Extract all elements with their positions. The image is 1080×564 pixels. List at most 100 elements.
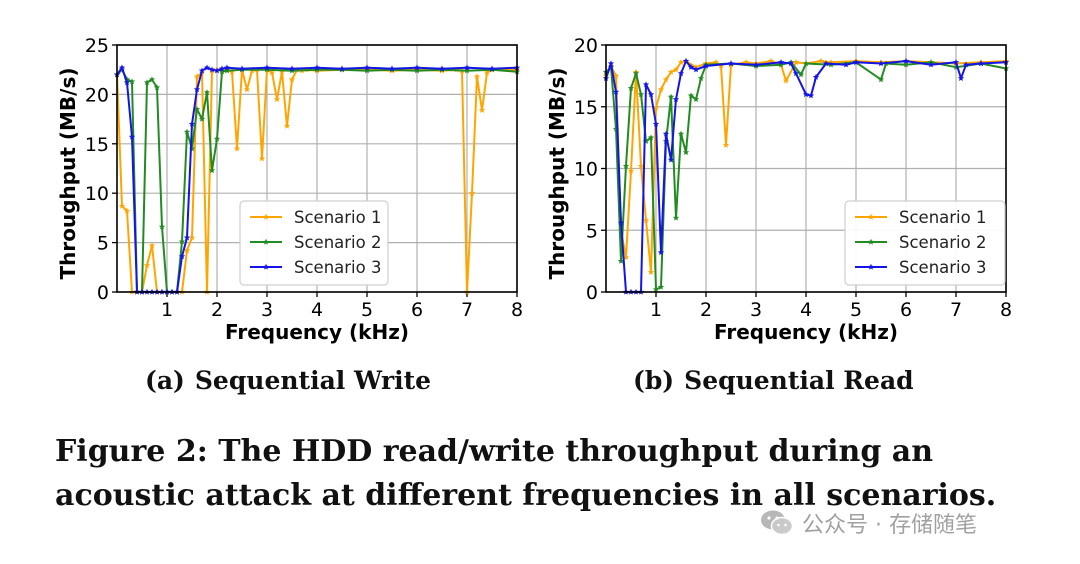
legend-marker bbox=[262, 263, 270, 270]
data-point bbox=[677, 58, 685, 65]
data-point bbox=[902, 61, 910, 68]
data-point bbox=[977, 60, 985, 67]
data-point bbox=[388, 65, 396, 72]
data-point bbox=[802, 60, 810, 67]
x-tick-label: 2 bbox=[700, 299, 712, 321]
data-point bbox=[612, 88, 620, 95]
data-point bbox=[118, 202, 126, 209]
legend-box bbox=[239, 200, 389, 286]
data-point bbox=[787, 60, 795, 67]
data-point bbox=[632, 70, 640, 77]
data-point bbox=[478, 106, 486, 113]
x-tick-label: 4 bbox=[311, 299, 323, 321]
data-point bbox=[203, 89, 211, 96]
data-point bbox=[817, 57, 825, 64]
data-point bbox=[617, 257, 625, 264]
data-point bbox=[667, 93, 675, 100]
watermark-text: 公众号 · 存储随笔 bbox=[802, 513, 977, 538]
data-point bbox=[363, 67, 371, 74]
legend-label: Scenario 1 bbox=[294, 208, 381, 227]
legend-marker bbox=[867, 238, 875, 245]
data-point bbox=[657, 283, 665, 290]
data-point bbox=[702, 62, 710, 69]
data-point bbox=[263, 64, 271, 71]
data-point bbox=[682, 57, 690, 64]
plot-frame bbox=[116, 44, 518, 293]
subcaption-b-label: (b) bbox=[633, 366, 675, 395]
data-point bbox=[652, 120, 660, 127]
data-point bbox=[842, 61, 850, 68]
y-tick-label: 10 bbox=[574, 159, 598, 181]
plot-frame bbox=[605, 44, 1007, 293]
data-point bbox=[952, 58, 960, 65]
series-line-scenario-2 bbox=[605, 61, 1007, 291]
data-point bbox=[902, 57, 910, 64]
data-point bbox=[687, 92, 695, 99]
data-point bbox=[637, 162, 645, 169]
data-point bbox=[413, 67, 421, 74]
subcaption-a-label: (a) bbox=[145, 366, 185, 395]
data-point bbox=[198, 67, 206, 74]
data-point bbox=[692, 66, 700, 73]
y-tick-label: 0 bbox=[586, 282, 598, 304]
subcaption-a-text: Sequential Write bbox=[194, 366, 432, 395]
data-point bbox=[213, 67, 221, 74]
data-point bbox=[218, 68, 226, 75]
data-point bbox=[777, 61, 785, 68]
data-point bbox=[667, 68, 675, 75]
data-point bbox=[283, 122, 291, 129]
data-point bbox=[677, 70, 685, 77]
legend-label: Scenario 3 bbox=[294, 258, 381, 277]
legend-label: Scenario 3 bbox=[899, 258, 986, 277]
y-tick-label: 20 bbox=[85, 84, 109, 106]
data-point bbox=[877, 76, 885, 83]
data-point bbox=[662, 76, 670, 83]
y-tick-label: 5 bbox=[586, 220, 598, 242]
data-point bbox=[782, 77, 790, 84]
data-point bbox=[667, 156, 675, 163]
data-point bbox=[193, 86, 201, 93]
data-point bbox=[273, 96, 281, 103]
x-tick-label: 2 bbox=[211, 299, 223, 321]
data-point bbox=[413, 64, 421, 71]
data-point bbox=[642, 81, 650, 88]
data-point bbox=[652, 286, 660, 293]
y-axis-label: Throughput (MB/s) bbox=[56, 68, 80, 280]
data-point bbox=[617, 219, 625, 226]
data-point bbox=[777, 58, 785, 65]
data-point bbox=[193, 105, 201, 112]
x-tick-label: 5 bbox=[850, 299, 862, 321]
data-point bbox=[158, 223, 166, 230]
data-point bbox=[792, 58, 800, 65]
data-point bbox=[128, 78, 136, 85]
data-point bbox=[672, 96, 680, 103]
x-axis-label: Frequency (kHz) bbox=[714, 320, 898, 344]
watermark: 公众号 · 存储随笔 bbox=[760, 506, 977, 540]
data-point bbox=[682, 149, 690, 156]
data-point bbox=[802, 91, 810, 98]
data-point bbox=[278, 68, 286, 75]
data-point bbox=[288, 76, 296, 83]
data-point bbox=[692, 96, 700, 103]
data-point bbox=[957, 75, 965, 82]
data-point bbox=[642, 217, 650, 224]
legend-marker bbox=[867, 263, 875, 270]
data-point bbox=[213, 135, 221, 142]
x-tick-label: 7 bbox=[461, 299, 473, 321]
data-point bbox=[687, 63, 695, 70]
chart-sequential-write: 1 2 3 4 5 6 7 8 0 5 10 15 20 25 Frequency (kHz) Through… bbox=[56, 35, 523, 344]
data-point bbox=[153, 84, 161, 91]
data-point bbox=[662, 130, 670, 137]
chart-sequential-read: 1 2 3 4 5 6 7 8 0 5 10 15 20 Frequency (kHz) Throughpu… bbox=[545, 35, 1012, 344]
data-point bbox=[118, 64, 126, 71]
legend: Scenario 1 Scenario 2 Scenario 3 bbox=[239, 200, 389, 286]
data-point bbox=[208, 66, 216, 73]
data-point bbox=[468, 189, 476, 196]
x-tick-label: 5 bbox=[361, 299, 373, 321]
x-tick-label: 3 bbox=[750, 299, 762, 321]
figure-caption: Figure 2: The HDD read/write throughput … bbox=[55, 434, 997, 513]
x-tick-label: 8 bbox=[511, 299, 523, 321]
x-tick-label: 1 bbox=[161, 299, 173, 321]
data-point bbox=[672, 66, 680, 73]
data-point bbox=[218, 65, 226, 72]
